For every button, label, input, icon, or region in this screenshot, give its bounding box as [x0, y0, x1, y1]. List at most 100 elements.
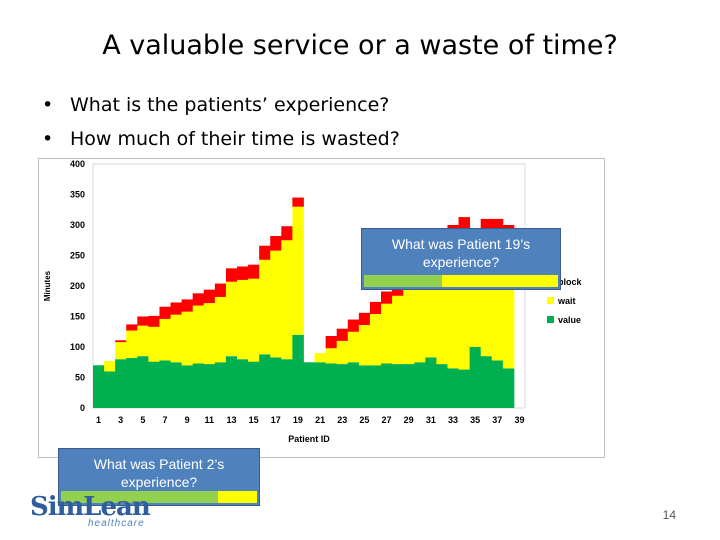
bar-value — [259, 354, 271, 408]
page-number: 14 — [662, 508, 676, 522]
bar-block — [336, 328, 349, 341]
x-tick-label: 21 — [315, 415, 325, 425]
bar-block — [203, 289, 216, 304]
bar-wait — [192, 305, 205, 364]
bar-wait — [392, 295, 404, 365]
bar-wait — [381, 303, 393, 364]
bar-block — [259, 245, 271, 260]
x-tick-label: 1 — [96, 415, 101, 425]
bar-block — [126, 324, 138, 331]
bar-value — [225, 356, 238, 408]
x-tick-label: 13 — [226, 415, 236, 425]
bullet-text: What is the patients’ experience? — [70, 94, 390, 116]
bar-wait — [248, 278, 260, 362]
bar-wait — [115, 342, 127, 360]
x-tick-label: 29 — [404, 415, 414, 425]
x-tick-label: 31 — [426, 415, 436, 425]
bar-block — [480, 218, 493, 232]
x-tick-label: 37 — [492, 415, 502, 425]
bar-value — [104, 371, 116, 408]
y-tick-label: 400 — [70, 159, 85, 169]
bar-value — [458, 369, 471, 408]
bar-block — [170, 302, 183, 315]
y-axis-label: Minutes — [43, 270, 52, 301]
bar-value — [214, 362, 227, 408]
callout-text: What was Patient 2’s experience? — [93, 456, 225, 490]
bar-wait — [369, 314, 382, 366]
bar-value — [502, 368, 515, 408]
bar-wait — [358, 325, 371, 366]
legend-swatch — [547, 316, 554, 323]
bar-value — [115, 359, 127, 408]
bullet-item: • How much of their time is wasted? — [42, 122, 400, 156]
x-tick-label: 17 — [271, 415, 281, 425]
bar-wait — [469, 249, 482, 347]
bar-value — [270, 357, 282, 408]
bar-block — [292, 197, 304, 207]
bar-value — [381, 363, 393, 408]
bar-wait — [491, 231, 504, 361]
bar-wait — [126, 330, 138, 358]
bar-value — [314, 362, 327, 408]
bar-block — [181, 299, 194, 312]
bar-block — [491, 218, 504, 232]
x-tick-label: 5 — [140, 415, 145, 425]
bar-block — [270, 235, 282, 251]
x-tick-label: 35 — [470, 415, 480, 425]
mini-bar-value — [61, 491, 218, 503]
y-tick-label: 0 — [80, 403, 85, 413]
bar-wait — [414, 276, 426, 363]
x-tick-label: 11 — [205, 415, 215, 425]
slide-title: A valuable service or a waste of time? — [102, 30, 618, 61]
bar-wait — [480, 231, 493, 357]
bar-wait — [314, 353, 327, 363]
bar-value — [248, 361, 260, 408]
bar-wait — [181, 311, 194, 366]
legend-label: value — [558, 315, 581, 325]
bar-value — [347, 362, 360, 408]
bar-wait — [104, 361, 116, 372]
bar-wait — [159, 318, 171, 361]
y-tick-label: 350 — [70, 190, 85, 200]
y-tick-label: 50 — [75, 373, 85, 383]
bar-wait — [270, 250, 282, 358]
bar-wait — [403, 287, 415, 365]
y-tick-label: 200 — [70, 281, 85, 291]
bar-value — [181, 365, 194, 408]
bar-value — [414, 362, 426, 408]
bar-value — [303, 362, 315, 408]
x-tick-label: 25 — [359, 415, 369, 425]
bar-value — [137, 356, 149, 408]
bar-block — [225, 268, 238, 282]
logo-sub: healthcare — [88, 518, 145, 529]
callout-text: What was Patient 19’s experience? — [391, 236, 531, 270]
bar-wait — [203, 303, 216, 365]
bullet-text: How much of their time is wasted? — [70, 128, 400, 150]
bar-value — [469, 347, 482, 408]
bar-wait — [447, 237, 459, 369]
bar-block — [115, 340, 127, 343]
callout-mini-bar — [61, 491, 257, 503]
mini-bar-wait — [217, 491, 257, 503]
bar-value — [436, 364, 448, 408]
bar-wait — [502, 237, 515, 369]
bar-wait — [237, 279, 249, 360]
bullet-item: • What is the patients’ experience? — [42, 88, 400, 122]
y-tick-label: 300 — [70, 220, 85, 230]
bar-wait — [292, 206, 304, 335]
x-tick-label: 9 — [185, 415, 190, 425]
bar-value — [425, 357, 437, 408]
bar-value — [170, 362, 183, 408]
bar-block — [458, 217, 471, 230]
bar-block — [137, 316, 149, 326]
bar-value — [192, 363, 205, 408]
y-tick-label: 100 — [70, 342, 85, 352]
bar-block — [159, 306, 171, 319]
bullet-dot-icon: • — [42, 94, 54, 116]
bullet-list: • What is the patients’ experience? • How … — [42, 88, 400, 156]
bar-block — [347, 319, 360, 332]
bar-block — [237, 266, 249, 280]
bar-block — [192, 293, 205, 306]
bar-value — [392, 364, 404, 408]
bar-wait — [225, 281, 238, 357]
